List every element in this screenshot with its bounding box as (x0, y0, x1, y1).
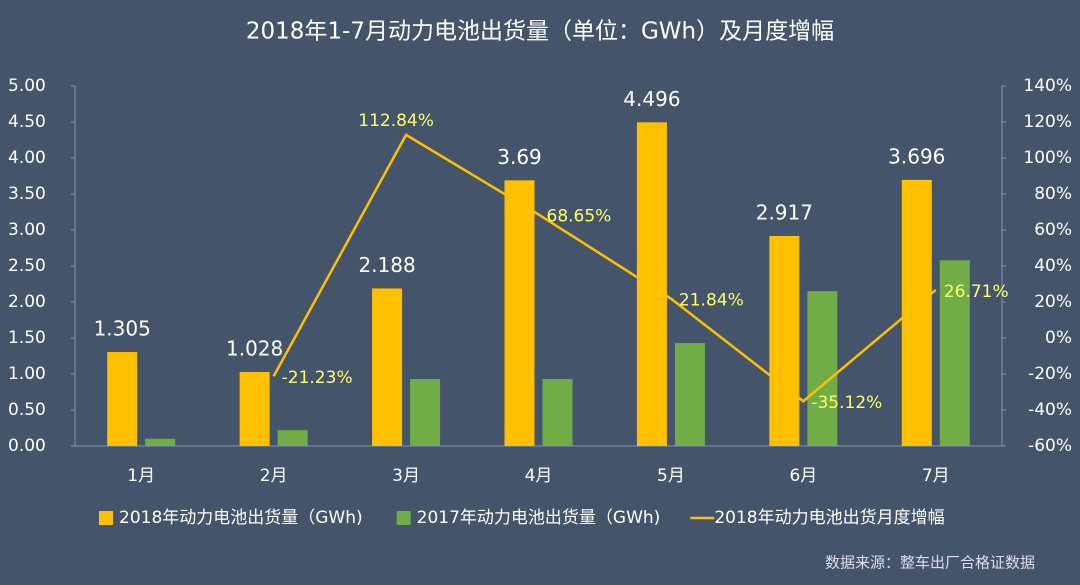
bar (277, 430, 308, 446)
y-tick-label: 1.00 (8, 364, 46, 384)
legend-label: 2017年动力电池出货量（GWh) (417, 508, 661, 528)
bar (372, 288, 403, 446)
y-tick-label: 0.50 (8, 400, 46, 420)
legend-swatch (99, 511, 113, 525)
bar (636, 122, 667, 447)
bar (145, 438, 176, 446)
x-tick-label: 3月 (392, 466, 420, 486)
y-tick-label: 4.00 (8, 148, 46, 168)
bar (674, 343, 705, 446)
y2-tick-label: -40% (1028, 400, 1072, 420)
line (272, 133, 937, 403)
line-label: 112.84% (358, 111, 434, 131)
data-label: 2.188 (358, 253, 415, 277)
y2-tick-label: 60% (1034, 220, 1072, 240)
chart-title: 2018年1-7月动力电池出货量（单位：GWh）及月度增幅 (246, 19, 834, 45)
y-tick-label: 2.50 (8, 256, 46, 276)
bar (807, 291, 838, 446)
y2-tick-label: 80% (1034, 184, 1072, 204)
y-tick-label: 3.50 (8, 184, 46, 204)
x-tick-label: 1月 (127, 466, 155, 486)
y-tick-label: 4.50 (8, 112, 46, 132)
y-tick-label: 1.50 (8, 328, 46, 348)
data-label: 3.696 (888, 144, 945, 168)
data-label: 2.917 (756, 200, 813, 224)
x-tick-label: 7月 (922, 466, 950, 486)
bar (769, 235, 800, 446)
line-label: 68.65% (547, 206, 612, 226)
bar (410, 379, 441, 446)
line-label: 26.71% (944, 282, 1009, 302)
y-tick-label: 0.00 (8, 436, 46, 456)
y-tick-label: 5.00 (8, 76, 46, 96)
legend-swatch (396, 511, 411, 525)
line-label: 21.84% (679, 291, 744, 311)
y2-tick-label: 0% (1045, 328, 1072, 348)
data-label: 1.305 (94, 317, 151, 341)
legend-label: 2018年动力电池出货月度增幅 (714, 508, 944, 528)
source: 数据来源：整车出厂合格证数据 (825, 554, 1035, 572)
y-tick-label: 3.00 (8, 220, 46, 240)
y2-tick-label: 40% (1034, 256, 1072, 276)
y2-tick-label: 140% (1023, 76, 1072, 96)
y-tick-label: 2.00 (8, 292, 46, 312)
bar (504, 180, 535, 446)
data-label: 1.028 (226, 336, 283, 360)
y2-tick-label: -60% (1028, 436, 1072, 456)
y2-tick-label: 100% (1023, 148, 1072, 168)
data-label: 3.69 (497, 145, 542, 169)
bar (542, 379, 573, 446)
line-label: -35.12% (811, 393, 882, 413)
x-tick-label: 6月 (789, 466, 817, 486)
bar (901, 179, 932, 446)
bar (107, 352, 138, 446)
y2-tick-label: -20% (1028, 364, 1072, 384)
x-tick-label: 2月 (260, 466, 288, 486)
legend-label: 2018年动力电池出货量（GWh) (119, 508, 363, 528)
data-label: 4.496 (623, 87, 680, 111)
line-label: -21.23% (282, 368, 353, 388)
bar (239, 371, 270, 446)
x-tick-label: 5月 (657, 466, 685, 486)
bar (939, 260, 970, 446)
y2-tick-label: 120% (1023, 112, 1072, 132)
y2-tick-label: 20% (1034, 292, 1072, 312)
x-tick-label: 4月 (525, 466, 553, 486)
